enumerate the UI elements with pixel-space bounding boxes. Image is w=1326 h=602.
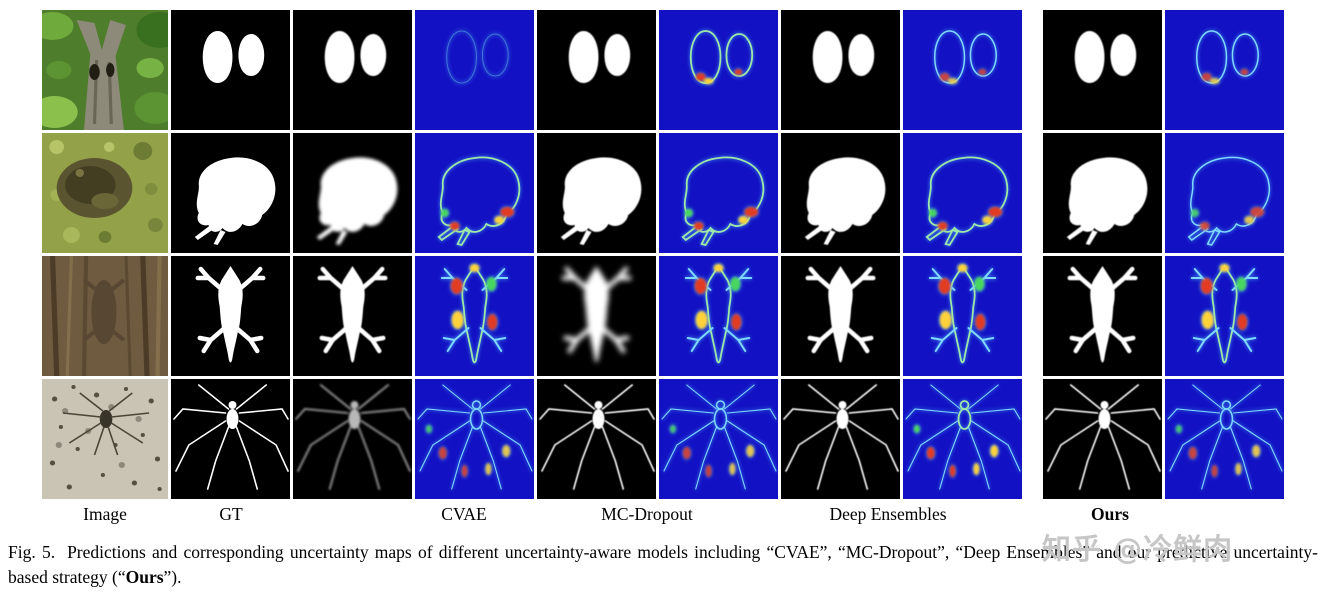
figure-row-spider (42, 379, 1326, 499)
owls-ours-prediction (1043, 10, 1162, 130)
caption-fig-label: Fig. 5. (8, 542, 56, 562)
owls-input-image (42, 10, 168, 130)
column-label-ours: Ours (1091, 504, 1129, 524)
figure-grid (42, 10, 1326, 499)
frog-gt-mask (171, 133, 290, 253)
gecko-cvae-prediction (293, 256, 412, 376)
gecko-deepensembles-uncertainty (903, 256, 1022, 376)
frog-cvae-uncertainty (415, 133, 534, 253)
owls-mcdropout-uncertainty (659, 10, 778, 130)
owls-gt-mask (171, 10, 290, 130)
column-label-cvae: CVAE (441, 504, 487, 524)
gecko-mcdropout-uncertainty (659, 256, 778, 376)
spider-cvae-uncertainty (415, 379, 534, 499)
watermark: 知乎 @冷鲜肉 (1042, 532, 1234, 566)
owls-cvae-prediction (293, 10, 412, 130)
owls-mcdropout-prediction (537, 10, 656, 130)
figure-caption: Fig. 5. Predictions and corresponding unc… (8, 540, 1318, 591)
column-label-gt: GT (219, 504, 243, 524)
gecko-ours-uncertainty (1165, 256, 1284, 376)
figure-row-owls (42, 10, 1326, 130)
gecko-input-image (42, 256, 168, 376)
frog-mcdropout-uncertainty (659, 133, 778, 253)
spider-mcdropout-uncertainty (659, 379, 778, 499)
frog-cvae-prediction (293, 133, 412, 253)
gecko-gt-mask (171, 256, 290, 376)
gecko-cvae-uncertainty (415, 256, 534, 376)
frog-ours-prediction (1043, 133, 1162, 253)
figure-row-frog (42, 133, 1326, 253)
column-label-deep-ensembles: Deep Ensembles (829, 504, 947, 524)
spider-deepensembles-prediction (781, 379, 900, 499)
column-label-mc-dropout: MC-Dropout (601, 504, 693, 524)
figure-row-gecko (42, 256, 1326, 376)
frog-input-image (42, 133, 168, 253)
caption-text-after: ”). (163, 567, 182, 588)
column-label-image: Image (83, 504, 127, 524)
spider-cvae-prediction (293, 379, 412, 499)
caption-ours-bold: Ours (125, 567, 164, 588)
spider-gt-mask (171, 379, 290, 499)
owls-deepensembles-prediction (781, 10, 900, 130)
spider-ours-prediction (1043, 379, 1162, 499)
gecko-ours-prediction (1043, 256, 1162, 376)
column-labels-row: Image GT CVAE MC-Dropout Deep Ensembles … (0, 502, 1326, 532)
gecko-deepensembles-prediction (781, 256, 900, 376)
spider-input-image (42, 379, 168, 499)
frog-deepensembles-prediction (781, 133, 900, 253)
caption-text-before: Predictions and corresponding uncertaint… (8, 542, 1318, 588)
owls-ours-uncertainty (1165, 10, 1284, 130)
spider-mcdropout-prediction (537, 379, 656, 499)
gecko-mcdropout-prediction (537, 256, 656, 376)
owls-deepensembles-uncertainty (903, 10, 1022, 130)
frog-deepensembles-uncertainty (903, 133, 1022, 253)
frog-ours-uncertainty (1165, 133, 1284, 253)
frog-mcdropout-prediction (537, 133, 656, 253)
spider-ours-uncertainty (1165, 379, 1284, 499)
spider-deepensembles-uncertainty (903, 379, 1022, 499)
owls-cvae-uncertainty (415, 10, 534, 130)
